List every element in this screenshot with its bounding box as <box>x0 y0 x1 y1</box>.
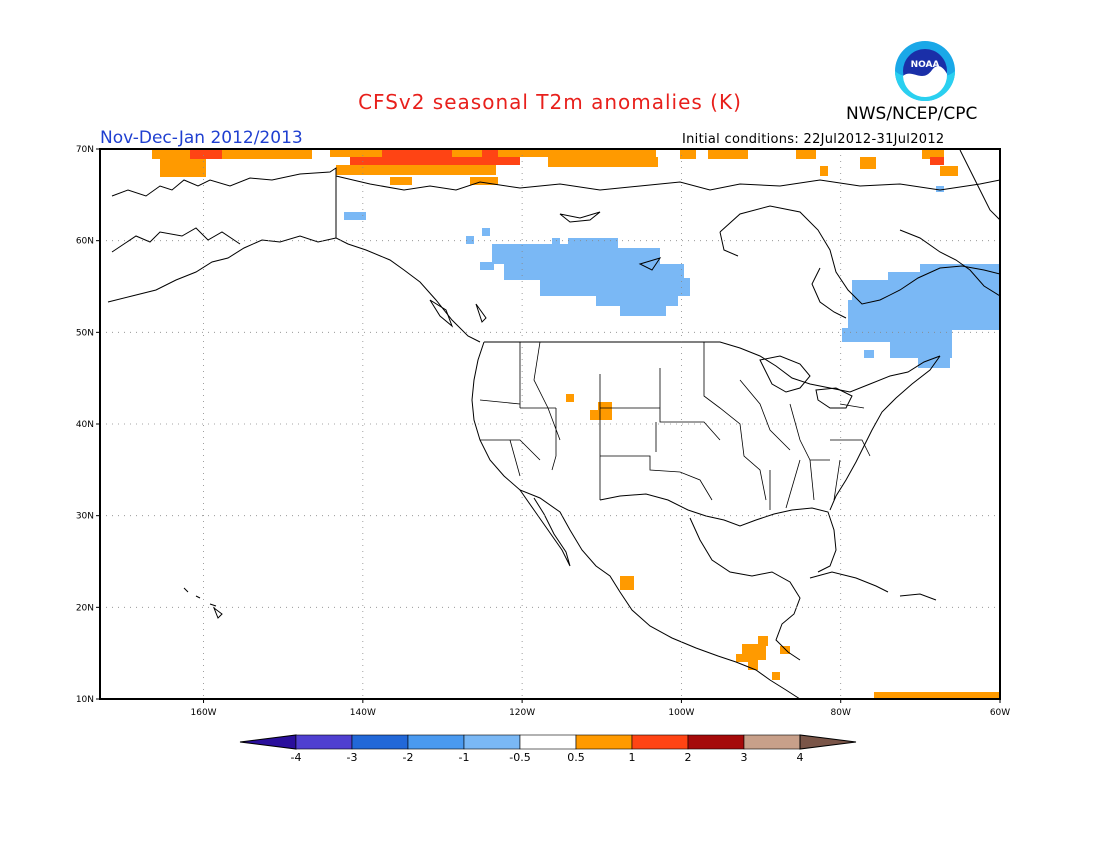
lon-tick-label: 60W <box>990 708 1010 718</box>
colorbar-arrow-low <box>239 734 297 750</box>
lon-tick-label: 160W <box>191 708 217 718</box>
lon-tick-label: 140W <box>350 708 376 718</box>
colorbar-label: -4 <box>291 751 302 764</box>
colorbar-label: 1 <box>629 751 636 764</box>
labrador <box>899 229 1000 297</box>
lon-tick-label: 100W <box>668 708 694 718</box>
mexico-east-coast <box>689 517 801 661</box>
state-borders <box>479 341 871 510</box>
alaska-southwest <box>107 235 337 303</box>
pacific-nw-islands <box>429 299 487 328</box>
noaa-logo-text: NOAA <box>911 60 940 70</box>
hawaii <box>183 587 223 619</box>
colorbar-box <box>407 734 465 750</box>
colorbar-label: 0.5 <box>567 751 585 764</box>
longitude-labels: 160W 140W 120W 100W 80W 60W <box>191 699 1010 718</box>
lat-tick-label: 10N <box>76 695 94 705</box>
lat-tick-label: 60N <box>76 237 94 247</box>
arctic-warm-anomaly <box>152 149 958 185</box>
greenland-edge <box>959 149 1000 221</box>
arctic-coast <box>335 175 1000 191</box>
lat-tick-label: 50N <box>76 328 94 338</box>
colorbar-label: -1 <box>459 751 470 764</box>
arctic-islands <box>559 211 739 271</box>
coastlines <box>107 149 1000 699</box>
us-gulf-coast <box>599 493 837 573</box>
hudson-bay <box>719 205 1000 305</box>
forecast-period: Nov-Dec-Jan 2012/2013 <box>100 128 303 148</box>
lon-tick-label: 80W <box>831 708 851 718</box>
lat-lon-grid <box>100 149 1000 699</box>
colorbar-label: 2 <box>685 751 692 764</box>
colorbar: -4 -3 -2 -1 -0.5 0.5 1 2 3 4 <box>239 734 857 764</box>
baja-california <box>519 489 571 567</box>
rockies-warm-anomaly <box>566 394 612 420</box>
colorbar-label: -3 <box>347 751 358 764</box>
lat-tick-label: 40N <box>76 420 94 430</box>
map-title: CFSv2 seasonal T2m anomalies (K) <box>358 90 742 114</box>
colorbar-box <box>295 734 353 750</box>
anomaly-shading <box>152 149 1000 699</box>
lat-tick-label: 70N <box>76 145 94 155</box>
colorbar-box <box>687 734 745 750</box>
colorbar-label: -0.5 <box>509 751 530 764</box>
hispaniola <box>899 593 937 601</box>
colorbar-box <box>519 734 577 750</box>
colorbar-box <box>463 734 521 750</box>
canada-us-border <box>484 341 941 393</box>
colorbar-label: 3 <box>741 751 748 764</box>
colorbar-label: -2 <box>403 751 414 764</box>
colorbar-box <box>743 734 801 750</box>
lon-tick-label: 120W <box>509 708 535 718</box>
latitude-labels: 70N 60N 50N 40N 30N 20N 10N <box>76 145 100 705</box>
colorbar-box <box>351 734 409 750</box>
colorbar-label: 4 <box>797 751 804 764</box>
cuba <box>809 571 889 593</box>
colorbar-arrow-high <box>799 734 857 750</box>
james-bay <box>811 267 847 319</box>
eastern-canada-cool-anomaly <box>842 264 1000 368</box>
us-west-coast <box>471 341 801 699</box>
colorbar-box <box>575 734 633 750</box>
us-east-coast <box>829 355 941 511</box>
great-lakes <box>759 355 853 409</box>
canada-cool-anomaly <box>344 186 944 316</box>
initial-conditions: Initial conditions: 22Jul2012-31Jul2012 <box>682 132 945 147</box>
alaska-west <box>111 227 241 253</box>
lat-tick-label: 20N <box>76 603 94 613</box>
colorbar-box <box>631 734 689 750</box>
agency-label: NWS/NCEP/CPC <box>846 104 978 124</box>
mexico-warm-anomaly <box>620 576 1000 699</box>
lat-tick-label: 30N <box>76 512 94 522</box>
noaa-logo: NOAA <box>894 40 956 102</box>
alaska-coast <box>111 167 481 343</box>
